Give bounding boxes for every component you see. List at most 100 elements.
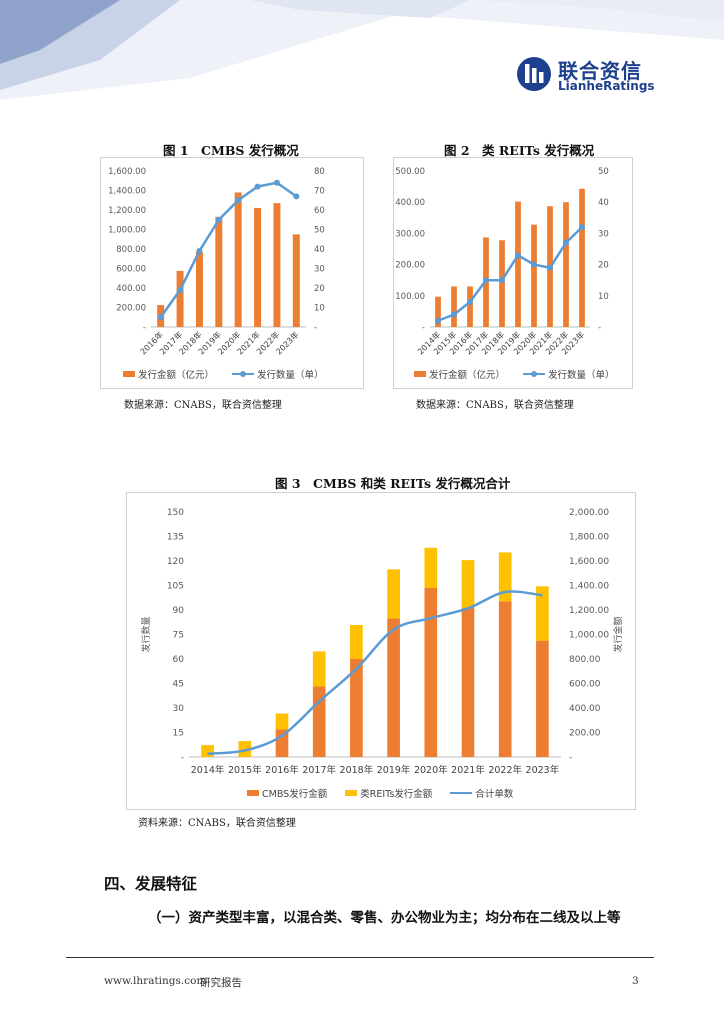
legend-swatch-line: [523, 371, 546, 377]
chart3-right-tick: 400.00: [569, 704, 601, 714]
chart1-legend-bar: 发行金额（亿元）: [138, 370, 215, 381]
legend-swatch-line: [232, 371, 255, 377]
chart2-legend-line: 发行数量（单）: [548, 370, 615, 381]
chart1-line-point: [196, 247, 203, 254]
chart3-bar-b: [312, 651, 326, 687]
chart2-left-tick: 300.00: [395, 229, 425, 239]
chart3-left-tick: 90: [173, 606, 185, 616]
chart3-right-tick: 1,400.00: [569, 582, 609, 592]
chart3-series-line: [207, 590, 543, 755]
logo-name-en: LianheRatings: [558, 79, 655, 93]
logo-icon: [517, 57, 551, 91]
chart3-bar-a: [424, 587, 438, 757]
chart1-left-tick: 1,200.00: [108, 206, 146, 216]
chart3-bar-b: [424, 547, 438, 588]
chart2-bar-a: [435, 296, 441, 327]
chart1-title: 图 1 CMBS 发行概况: [163, 143, 299, 158]
chart3-right-tick: 800.00: [569, 655, 601, 665]
chart1-left-tick: 800.00: [116, 245, 146, 255]
chart3-legend-total: 合计单数: [475, 789, 514, 800]
chart1-right-tick: 50: [314, 226, 325, 236]
chart1-right-tick: 80: [314, 167, 325, 177]
chart1-left-tick: 1,400.00: [108, 187, 146, 197]
chart1-bar-a: [273, 203, 281, 327]
chart2-left-tick: -: [422, 323, 425, 333]
chart2-line-point: [515, 252, 521, 259]
chart3-bar-b: [238, 741, 252, 757]
chart2-line-point: [483, 277, 489, 284]
chart2-right-tick: 30: [598, 229, 609, 239]
chart3-right-axis-label: 发行金额: [612, 616, 624, 652]
chart3-bar-a: [350, 659, 363, 757]
chart1-left-tick: 400.00: [116, 284, 146, 294]
chart2-right-tick: -: [598, 323, 601, 333]
chart2-line-point: [563, 239, 569, 246]
section-heading: 四、发展特征: [104, 875, 198, 893]
chart3-x-label: 2019年: [377, 764, 411, 776]
chart1-right-tick: 60: [314, 206, 325, 216]
chart1-bar-a: [292, 234, 300, 327]
chart3-right-tick: 1,000.00: [569, 631, 609, 641]
chart3-right-tick: 200.00: [569, 729, 601, 739]
legend-swatch-bar: [123, 371, 135, 377]
chart3-bar-b: [536, 586, 549, 641]
chart2-legend: 发行金额（亿元） 发行数量（单）: [414, 367, 615, 381]
chart3-bar-b: [275, 713, 289, 730]
chart3-x-label: 2021年: [451, 764, 485, 776]
chart2-source: 数据来源：CNABS，联合资信整理: [416, 400, 574, 411]
chart3-left-tick: 75: [173, 631, 184, 641]
chart3-left-axis-label: 发行数量: [140, 616, 152, 652]
chart3-legend: CMBS发行金额 类REITs发行金额 合计单数: [247, 786, 513, 800]
chart2-line-point: [547, 264, 553, 271]
chart2-right-tick: 40: [598, 198, 609, 208]
chart1-line-point: [273, 179, 280, 186]
chart1-right-tick: 10: [314, 304, 325, 314]
chart1-right-tick: 40: [314, 245, 325, 255]
chart2-series-line: [437, 226, 583, 322]
chart2-line-point: [435, 317, 441, 324]
chart1-right-tick: 30: [314, 265, 325, 275]
chart1-line-point: [157, 314, 164, 321]
chart1-bar-a: [215, 216, 223, 327]
chart1-line-point: [235, 197, 242, 204]
chart3-x-label: 2014年: [191, 764, 225, 776]
chart2-bar-a: [563, 202, 569, 327]
chart3-x-label: 2015年: [228, 764, 262, 776]
chart2-bar-a: [531, 224, 537, 327]
chart1-frame: - 200.00 400.00 600.00 800.00 1,000.00 1,200.0…: [100, 157, 364, 389]
chart3-left-tick: 120: [167, 557, 184, 567]
header-banner: [0, 0, 724, 100]
chart3-plot: - 15 30 45 60 75 90 105 120 135 150 - 200.00 400.00 60…: [140, 508, 624, 776]
chart3-left-tick: 150: [167, 508, 184, 518]
chart3-legend-cmbs: CMBS发行金额: [262, 789, 328, 800]
chart1-bar-a: [254, 208, 262, 327]
chart1-left-tick: 200.00: [116, 304, 146, 314]
chart2-left-tick: 400.00: [395, 198, 425, 208]
chart3-bar-b: [498, 552, 512, 602]
chart3-bar-b: [461, 560, 475, 608]
chart3-bar-b: [201, 745, 214, 757]
chart2-plot: - 100.00 200.00 300.00 400.00 500.00 - 10 20 30 40…: [395, 167, 609, 356]
chart3-bar-b: [387, 569, 400, 619]
chart2-title: 图 2 类 REITs 发行概况: [444, 143, 595, 158]
chart3-right-tick: 2,000.00: [569, 508, 609, 518]
chart3-frame: - 15 30 45 60 75 90 105 120 135 150 - 200.00 400.00 60…: [126, 492, 636, 810]
chart2-right-tick: 20: [598, 261, 609, 271]
chart3-left-tick: 105: [167, 582, 184, 592]
chart1-plot: - 200.00 400.00 600.00 800.00 1,000.00 1,200.0…: [108, 167, 325, 356]
chart3-x-label: 2020年: [414, 764, 448, 776]
chart2-line-point: [579, 224, 585, 231]
chart2-bar-a: [451, 286, 457, 327]
chart2-line-point: [467, 299, 473, 306]
chart1-bar-a: [195, 251, 203, 327]
chart2-right-tick: 50: [598, 167, 609, 177]
footer-label: 研究报告: [200, 977, 242, 989]
chart3-right-tick: 600.00: [569, 680, 601, 690]
legend-swatch-reits: [345, 790, 358, 796]
footer-divider: [66, 957, 654, 958]
chart1-bar-a: [176, 270, 184, 327]
chart3-bar-a: [461, 607, 475, 757]
page-number: 3: [632, 975, 639, 987]
chart3-x-label: 2023年: [526, 764, 560, 776]
chart2-bar-a: [467, 286, 473, 327]
